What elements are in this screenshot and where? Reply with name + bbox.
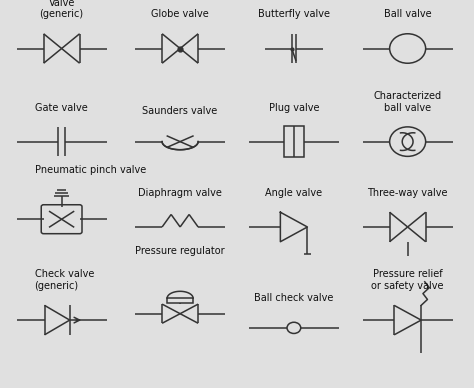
Text: Pressure regulator: Pressure regulator: [135, 246, 225, 256]
Text: Characterized
ball valve: Characterized ball valve: [374, 91, 442, 113]
Text: Valve
(generic): Valve (generic): [39, 0, 84, 19]
Text: Ball valve: Ball valve: [384, 9, 431, 19]
Text: Three-way valve: Three-way valve: [367, 188, 448, 198]
Bar: [167, 298, 193, 303]
Text: Ball check valve: Ball check valve: [254, 293, 334, 303]
Text: Pneumatic pinch valve: Pneumatic pinch valve: [35, 165, 146, 175]
Text: Butterfly valve: Butterfly valve: [258, 9, 330, 19]
Bar: [284, 126, 304, 157]
Text: Diaphragm valve: Diaphragm valve: [138, 188, 222, 198]
Text: Angle valve: Angle valve: [265, 188, 322, 198]
Text: Check valve
(generic): Check valve (generic): [35, 269, 94, 291]
Text: Gate valve: Gate valve: [35, 102, 88, 113]
Text: Plug valve: Plug valve: [269, 102, 319, 113]
Text: Globe valve: Globe valve: [151, 9, 209, 19]
Text: Saunders valve: Saunders valve: [143, 106, 218, 116]
Text: Pressure relief
or safety valve: Pressure relief or safety valve: [372, 269, 444, 291]
